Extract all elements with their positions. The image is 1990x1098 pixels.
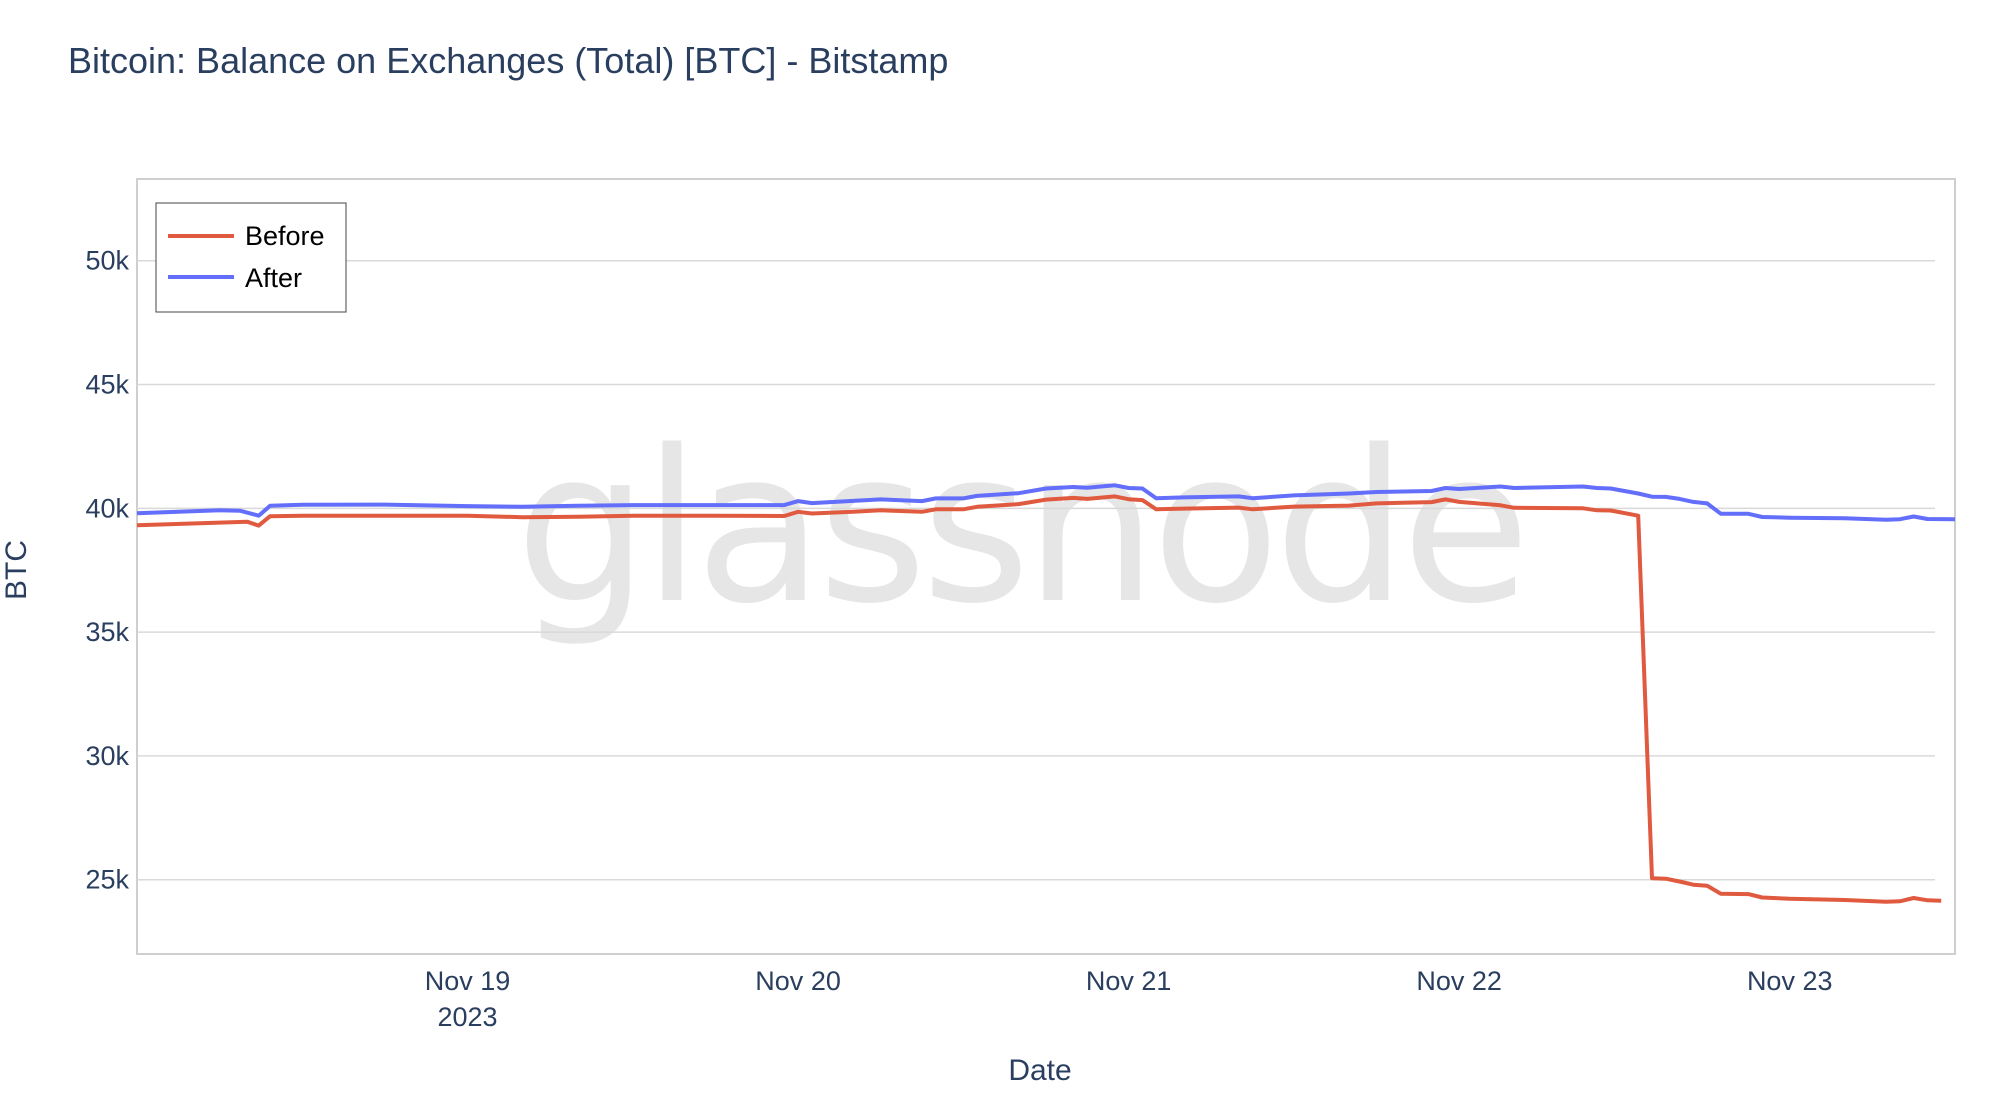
y-tick-label: 40k: [85, 493, 129, 523]
legend-label-after: After: [245, 263, 302, 293]
x-tick-label: Nov 19: [425, 966, 511, 996]
series-line-before: [136, 494, 1942, 904]
y-tick-label: 35k: [85, 617, 129, 647]
y-axis-title: BTC: [0, 540, 33, 600]
series-line-after: [136, 483, 1956, 522]
y-tick-label: 30k: [85, 741, 129, 771]
plot-frame: [136, 178, 1956, 955]
y-tick-label: 45k: [85, 370, 129, 400]
legend: Before After: [155, 202, 347, 313]
grid: [137, 259, 1935, 881]
watermark: glassnode: [515, 405, 1524, 650]
x-tick-label: Nov 23: [1747, 966, 1833, 996]
x-tick-label: Nov 20: [755, 966, 841, 996]
legend-label-before: Before: [245, 221, 325, 251]
y-tick-label: 25k: [85, 865, 129, 895]
y-axis: 25k 30k 35k 40k 45k 50k: [85, 246, 129, 895]
y-tick-label: 50k: [85, 246, 129, 276]
chart-title: Bitcoin: Balance on Exchanges (Total) [B…: [68, 40, 948, 81]
x-tick-label: Nov 22: [1416, 966, 1502, 996]
legend-box: [155, 202, 347, 313]
series-group: [136, 483, 1956, 904]
x-axis: Nov 19 2023 Nov 20 Nov 21 Nov 22 Nov 23: [425, 966, 1833, 1032]
x-tick-label: Nov 21: [1086, 966, 1172, 996]
x-tick-sublabel: 2023: [438, 1002, 498, 1032]
x-axis-title: Date: [1008, 1054, 1071, 1087]
